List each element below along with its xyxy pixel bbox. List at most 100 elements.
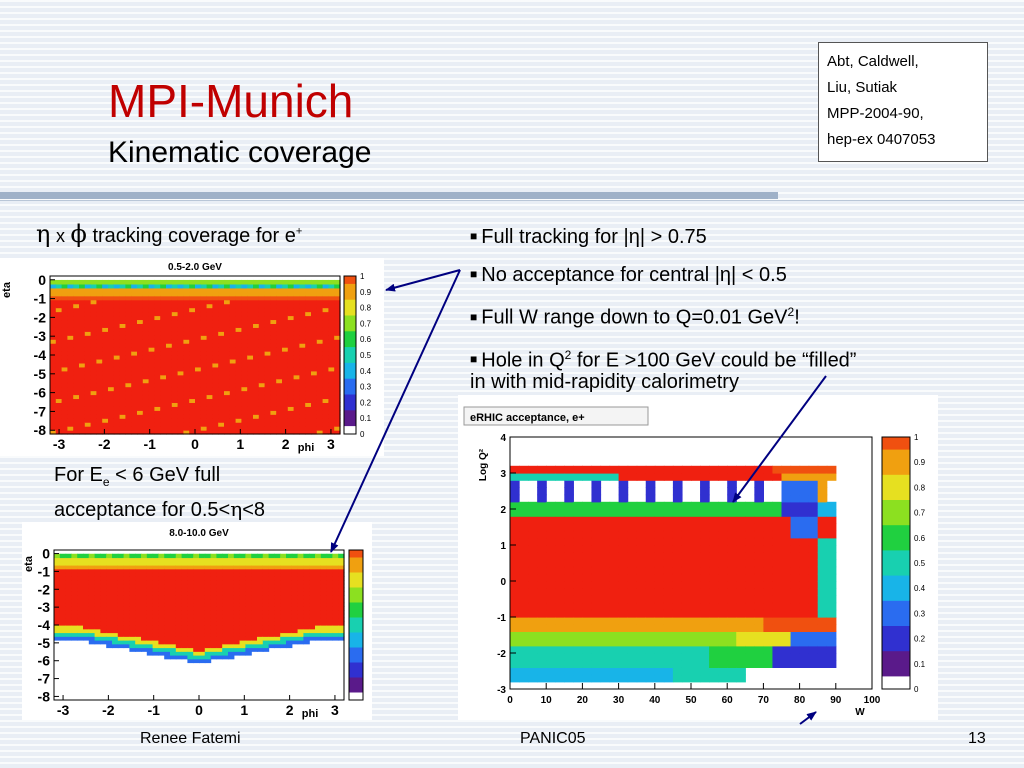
heatmap-cell xyxy=(152,636,159,641)
heatmap-cell xyxy=(268,561,275,566)
heatmap-cell xyxy=(299,299,306,305)
heatmap-cell xyxy=(94,572,101,577)
heatmap-cell xyxy=(137,355,144,360)
heatmap-cell xyxy=(54,617,61,622)
heatmap-cell xyxy=(177,339,184,344)
heatmap-cell xyxy=(96,323,103,328)
heatmap-cell xyxy=(233,591,241,596)
heatmap-cell xyxy=(727,573,737,582)
heatmap-cell xyxy=(216,580,223,585)
heatmap-cell xyxy=(672,609,683,618)
heatmap-cell xyxy=(736,660,746,668)
heatmap-cell xyxy=(102,351,109,356)
heatmap-cell xyxy=(311,362,318,368)
heatmap-cell xyxy=(293,374,300,380)
heatmap-cell xyxy=(663,566,674,575)
heatmap-cell xyxy=(206,430,213,435)
heatmap-cell xyxy=(152,553,159,559)
heatmap-cell xyxy=(137,394,144,400)
heatmap-cell xyxy=(96,362,103,368)
heatmap-cell xyxy=(636,530,647,539)
heatmap-cell xyxy=(582,516,593,524)
heatmap-cell xyxy=(79,430,86,435)
x-tick-label: 1 xyxy=(240,702,248,718)
heatmap-cell xyxy=(141,595,148,600)
heatmap-cell xyxy=(183,323,190,328)
heatmap-cell xyxy=(154,390,161,396)
heatmap-cell xyxy=(322,422,329,427)
heatmap-cell xyxy=(247,323,254,328)
heatmap-cell xyxy=(591,509,602,517)
heatmap-cell xyxy=(195,315,202,321)
heatmap-cell xyxy=(160,287,167,293)
heatmap-cell xyxy=(264,370,271,376)
heatmap-cell xyxy=(247,358,254,364)
heatmap-cell xyxy=(125,426,132,431)
heatmap-cell xyxy=(727,559,737,568)
heatmap-cell xyxy=(88,632,96,637)
heatmap-cell xyxy=(519,573,529,582)
heatmap-cell xyxy=(67,414,74,419)
heatmap-cell xyxy=(50,402,57,407)
heatmap-cell xyxy=(519,509,529,517)
heatmap-cell xyxy=(171,366,179,372)
heatmap-cell xyxy=(282,358,289,364)
heatmap-cell xyxy=(216,576,223,581)
heatmap-cell xyxy=(125,355,132,360)
heatmap-cell xyxy=(90,406,97,411)
heatmap-cell xyxy=(166,422,173,427)
heatmap-cell xyxy=(309,602,316,607)
heatmap-cell xyxy=(96,303,103,309)
heatmap-cell xyxy=(332,580,339,585)
heatmap-cell xyxy=(257,632,264,637)
heatmap-cell xyxy=(519,609,529,618)
heatmap-cell xyxy=(338,625,345,630)
heatmap-cell xyxy=(189,418,196,423)
heatmap-cell xyxy=(528,602,538,611)
colorbar-cell xyxy=(349,587,363,592)
heatmap-cell xyxy=(137,398,144,403)
heatmap-cell xyxy=(129,598,136,604)
heatmap-cell xyxy=(79,426,86,431)
heatmap-cell xyxy=(84,355,92,360)
heatmap-cell xyxy=(146,580,154,585)
colorbar-cell xyxy=(344,410,356,415)
heatmap-cell xyxy=(282,315,289,321)
colorbar-cell xyxy=(882,556,910,564)
heatmap-cell xyxy=(270,311,277,317)
heatmap-cell xyxy=(141,610,148,615)
colorbar-cell xyxy=(344,276,356,281)
heatmap-cell xyxy=(175,565,183,570)
heatmap-cell xyxy=(123,561,130,566)
heatmap-cell xyxy=(141,553,148,559)
heatmap-cell xyxy=(546,545,556,553)
heatmap-cell xyxy=(645,581,656,589)
heatmap-cell xyxy=(555,595,565,604)
heatmap-cell xyxy=(564,537,574,546)
heatmap-cell xyxy=(50,394,57,400)
heatmap-cell xyxy=(326,617,333,622)
heatmap-cell xyxy=(681,624,692,632)
heatmap-cell xyxy=(204,602,212,607)
heatmap-cell xyxy=(817,602,828,611)
heatmap-cell xyxy=(84,291,92,297)
heatmap-cell xyxy=(510,595,520,604)
heatmap-cell xyxy=(268,595,275,600)
heatmap-cell xyxy=(808,537,819,546)
heatmap-cell xyxy=(108,351,115,356)
heatmap-cell xyxy=(320,617,328,622)
heatmap-cell xyxy=(200,335,208,340)
heatmap-cell xyxy=(142,382,150,388)
heatmap-cell xyxy=(94,568,101,574)
heatmap-cell xyxy=(67,362,74,368)
heatmap-cell xyxy=(187,647,194,652)
heatmap-cell xyxy=(555,674,565,683)
heatmap-cell xyxy=(83,595,90,600)
heatmap-cell xyxy=(55,358,63,364)
colorbar-tick-label: 0.5 xyxy=(914,559,926,568)
heatmap-cell xyxy=(131,343,138,348)
heatmap-cell xyxy=(528,545,538,553)
heatmap-cell xyxy=(235,319,242,324)
heatmap-cell xyxy=(510,645,520,654)
heatmap-cell xyxy=(193,640,200,645)
